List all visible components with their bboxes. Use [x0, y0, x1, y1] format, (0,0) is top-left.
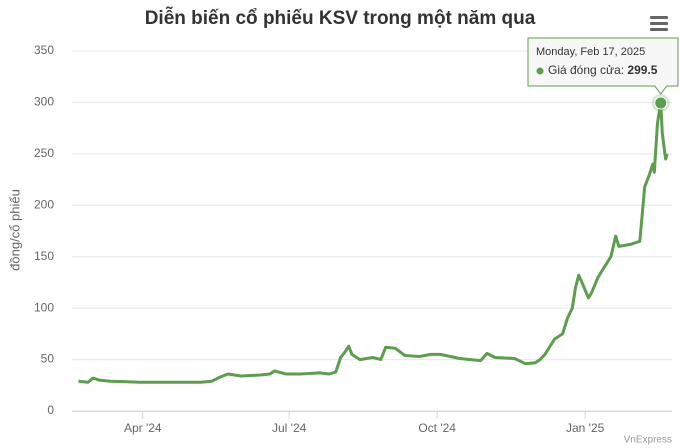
x-tick-label: Apr '24: [124, 421, 162, 435]
y-tick-label: 200: [34, 197, 54, 211]
y-tick-label: 150: [34, 249, 54, 263]
menu-button[interactable]: [650, 16, 668, 31]
menu-bar[interactable]: [650, 28, 668, 31]
menu-bar[interactable]: [650, 16, 668, 19]
tooltip-series-name: Giá đóng cửa: [548, 63, 621, 77]
menu-bar[interactable]: [650, 22, 668, 25]
y-tick-label: 250: [34, 146, 54, 160]
tooltip-value: 299.5: [627, 63, 657, 77]
x-tick-label: Jul '24: [272, 421, 307, 435]
chart-title: Diễn biến cổ phiếu KSV trong một năm qua: [145, 7, 536, 29]
tooltip-bullet: [536, 67, 544, 75]
x-tick-label: Oct '24: [418, 421, 456, 435]
credits: VnExpress: [624, 435, 672, 446]
line-series: [78, 101, 669, 384]
x-tick-label: Jan '25: [566, 421, 605, 435]
y-tick-label: 0: [47, 403, 54, 417]
tooltip: Monday, Feb 17, 2025 Giá đóng cửa: 299.5: [527, 37, 679, 95]
highlight-point: [654, 96, 668, 110]
y-tick-label: 300: [34, 95, 54, 109]
y-axis-label: đồng/cổ phiếu: [7, 189, 22, 271]
tooltip-date: Monday, Feb 17, 2025: [536, 46, 645, 58]
y-tick-label: 350: [34, 43, 54, 57]
tooltip-box: [527, 37, 679, 95]
y-tick-label: 50: [41, 352, 55, 366]
y-tick-label: 100: [34, 300, 54, 314]
tooltip-separator: :: [621, 63, 628, 77]
tooltip-label: Giá đóng cửa: 299.5: [548, 63, 658, 77]
